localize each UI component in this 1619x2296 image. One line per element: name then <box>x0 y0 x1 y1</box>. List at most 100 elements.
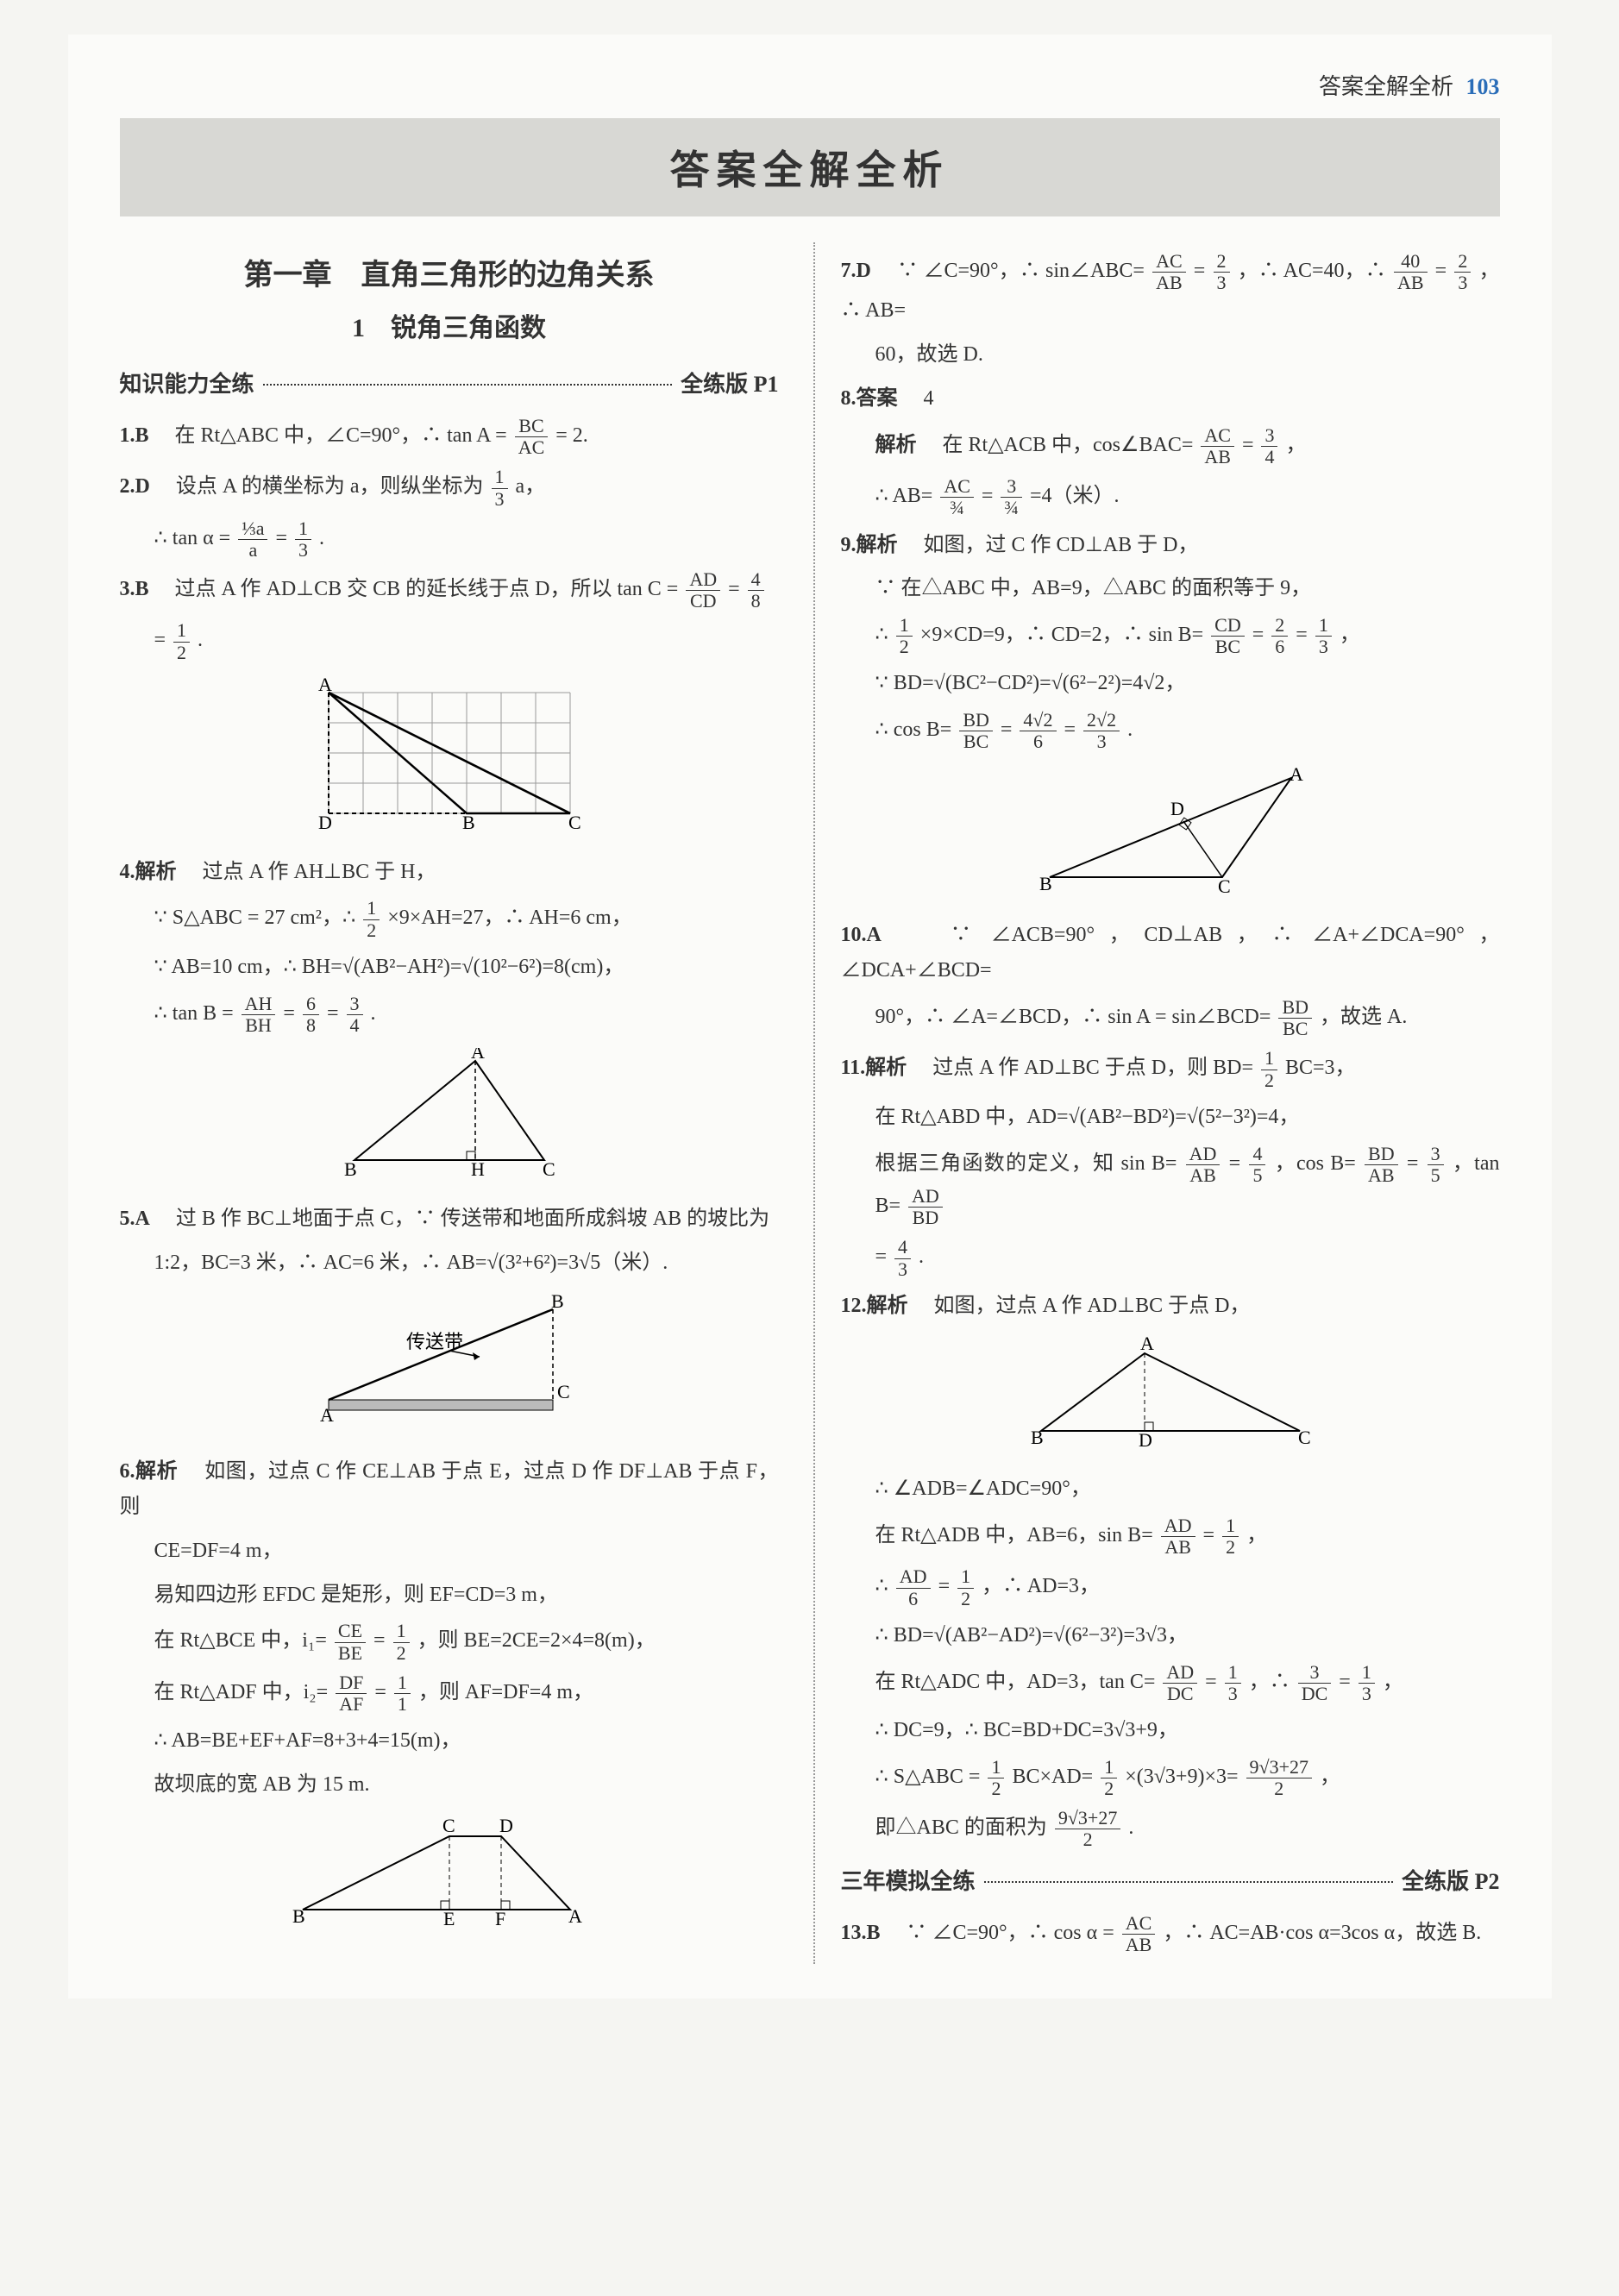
frac: 23 <box>1454 251 1471 293</box>
svg-text:C: C <box>1298 1427 1311 1448</box>
q6: 6.解析 如图，过点 C 作 CE⊥AB 于点 E，过点 D 作 DF⊥AB 于… <box>120 1454 779 1525</box>
frac: 13 <box>295 518 311 561</box>
svg-text:C: C <box>442 1815 455 1836</box>
q9-l4: ∵ BD=√(BC²−CD²)=√(6²−2²)=4√2， <box>841 666 1500 701</box>
q2-l2a: ∴ tan α = <box>154 527 231 549</box>
frac: AC¾ <box>940 476 974 518</box>
frac: 48 <box>748 569 764 612</box>
q1: 1.B 在 Rt△ABC 中，∠C=90°，∴ tan A = BCAC = 2… <box>120 416 779 458</box>
frac: 4√26 <box>1020 710 1056 752</box>
q6-l7: 故坝底的宽 AB 为 15 m. <box>120 1767 779 1803</box>
q7: 7.D ∵ ∠C=90°，∴ sin∠ABC= ACAB = 23 ，∴ AC=… <box>841 251 1500 329</box>
knowledge-right: 全练版 P1 <box>681 366 778 404</box>
frac: 11 <box>394 1672 411 1715</box>
frac: ⅓aa <box>238 518 267 561</box>
content-columns: 第一章 直角三角形的边角关系 1 锐角三角函数 知识能力全练 全练版 P1 1.… <box>120 242 1500 1964</box>
svg-text:D: D <box>1170 798 1184 819</box>
q10: 10.A ∵ ∠ACB=90°，CD⊥AB，∴ ∠A+∠DCA=90°，∠DCA… <box>841 918 1500 988</box>
q3-line2: = 12 . <box>120 620 779 662</box>
right-column: 7.D ∵ ∠C=90°，∴ sin∠ABC= ACAB = 23 ，∴ AC=… <box>813 242 1500 1964</box>
frac: ADAB <box>1186 1144 1221 1186</box>
frac: BCAC <box>515 416 549 458</box>
q2-num: 2.D <box>120 476 150 499</box>
q2-text-b: a， <box>516 476 546 499</box>
frac: DFAF <box>336 1672 367 1715</box>
frac: AD6 <box>896 1566 931 1609</box>
q3-text-a: 过点 A 作 AD⊥CB 交 CB 的延长线于点 D，所以 tan C = <box>175 578 679 600</box>
q12-l4: ∴ AD6 = 12 ，∴ AD=3， <box>841 1566 1500 1609</box>
dots-icon <box>263 384 673 386</box>
q8-sol-label: 解析 <box>875 434 917 456</box>
frac: ADAB <box>1161 1515 1195 1558</box>
frac: ACAB <box>1152 251 1186 293</box>
q8-sol: 解析 在 Rt△ACB 中，cos∠BAC= ACAB = 34 ， <box>841 425 1500 467</box>
q2-line2: ∴ tan α = ⅓aa = 13 . <box>120 518 779 561</box>
q8-num: 8.答案 <box>841 387 898 410</box>
frac: 12 <box>1222 1515 1239 1558</box>
q6-l3: 易知四边形 EFDC 是矩形，则 EF=CD=3 m， <box>120 1578 779 1613</box>
frac: 35 <box>1428 1144 1444 1186</box>
q5-l1: 过 B 作 BC⊥地面于点 C，∵ 传送带和地面所成斜坡 AB 的坡比为 <box>176 1208 769 1230</box>
q9-l2: ∵ 在△ABC 中，AB=9，△ABC 的面积等于 9， <box>841 571 1500 606</box>
q12-l5: ∴ BD=√(AB²−AD²)=√(6²−3²)=3√3， <box>841 1618 1500 1653</box>
frac: 3¾ <box>1001 476 1022 518</box>
q3: 3.B 过点 A 作 AD⊥CB 交 CB 的延长线于点 D，所以 tan C … <box>120 569 779 612</box>
q4-l4: ∴ tan B = AHBH = 68 = 34 . <box>120 994 779 1036</box>
diagram-q6: B C D A E F <box>120 1815 779 1939</box>
left-column: 第一章 直角三角形的边角关系 1 锐角三角函数 知识能力全练 全练版 P1 1.… <box>120 242 779 1964</box>
q1-text-b: = 2. <box>555 424 588 447</box>
svg-text:C: C <box>568 812 581 831</box>
q2-l2b: . <box>319 527 324 549</box>
frac: 12 <box>1101 1757 1117 1799</box>
header-label: 答案全解全析 <box>1319 74 1453 99</box>
q2-text-a: 设点 A 的横坐标为 a，则纵坐标为 <box>176 476 484 499</box>
svg-text:A: A <box>568 1905 582 1927</box>
q13: 13.B ∵ ∠C=90°，∴ cos α = ACAB ，∴ AC=AB·co… <box>841 1913 1500 1955</box>
svg-text:C: C <box>1218 875 1231 894</box>
q3-num: 3.B <box>120 578 149 600</box>
frac: 68 <box>303 994 319 1036</box>
frac: 13 <box>1315 615 1332 657</box>
q4: 4.解析 过点 A 作 AH⊥BC 于 H， <box>120 855 779 890</box>
q9-l5: ∴ cos B= BDBC = 4√26 = 2√23 . <box>841 710 1500 752</box>
q1-text-a: 在 Rt△ABC 中，∠C=90°，∴ tan A = <box>175 424 507 447</box>
frac: 12 <box>393 1621 410 1663</box>
q8-ans: 4 <box>924 387 934 410</box>
svg-text:B: B <box>1031 1427 1044 1448</box>
q11: 11.解析 过点 A 作 AD⊥BC 于点 D，则 BD= 12 BC=3， <box>841 1048 1500 1090</box>
svg-text:A: A <box>1140 1336 1154 1354</box>
frac: 12 <box>363 898 380 940</box>
triangle-icon: A B C H <box>320 1048 579 1177</box>
svg-text:B: B <box>344 1158 357 1177</box>
svg-text:D: D <box>499 1815 513 1836</box>
q6-l4: 在 Rt△BCE 中，i₁= CEBE = 12 ，则 BE=2CE=2×4=8… <box>120 1621 779 1663</box>
q7-l2: 60，故选 D. <box>841 337 1500 373</box>
mock-left: 三年模拟全练 <box>841 1863 976 1901</box>
frac: 13 <box>1225 1662 1241 1704</box>
q10-num: 10.A <box>841 924 882 946</box>
knowledge-header: 知识能力全练 全练版 P1 <box>120 366 779 404</box>
mock-header: 三年模拟全练 全练版 P2 <box>841 1863 1500 1901</box>
q6-num: 6.解析 <box>120 1460 179 1483</box>
svg-text:B: B <box>292 1905 305 1927</box>
q4-l3: ∵ AB=10 cm，∴ BH=√(AB²−AH²)=√(10²−6²)=8(c… <box>120 950 779 985</box>
svg-text:H: H <box>471 1158 485 1177</box>
q4-l1: 过点 A 作 AH⊥BC 于 H， <box>203 861 436 883</box>
frac: 43 <box>894 1237 911 1279</box>
q2: 2.D 设点 A 的横坐标为 a，则纵坐标为 13 a， <box>120 467 779 509</box>
frac: CDBC <box>1211 615 1245 657</box>
frac: 12 <box>957 1566 974 1609</box>
frac: ACAB <box>1201 425 1234 467</box>
frac: BDBC <box>1278 997 1312 1039</box>
frac: 12 <box>896 615 913 657</box>
frac: 12 <box>1261 1048 1277 1090</box>
frac: BDBC <box>959 710 993 752</box>
frac: 13 <box>492 467 508 509</box>
triangle-grid-icon: A D B C <box>303 675 596 831</box>
q11-l2: 在 Rt△ABD 中，AD=√(AB²−BD²)=√(5²−3²)=4， <box>841 1100 1500 1135</box>
q12: 12.解析 如图，过点 A 作 AD⊥BC 于点 D， <box>841 1289 1500 1324</box>
diagram-q5: A B C 传送带 <box>120 1292 779 1442</box>
svg-text:D: D <box>1139 1429 1152 1448</box>
q12-l7: ∴ DC=9，∴ BC=BD+DC=3√3+9， <box>841 1713 1500 1748</box>
q13-num: 13.B <box>841 1922 881 1944</box>
